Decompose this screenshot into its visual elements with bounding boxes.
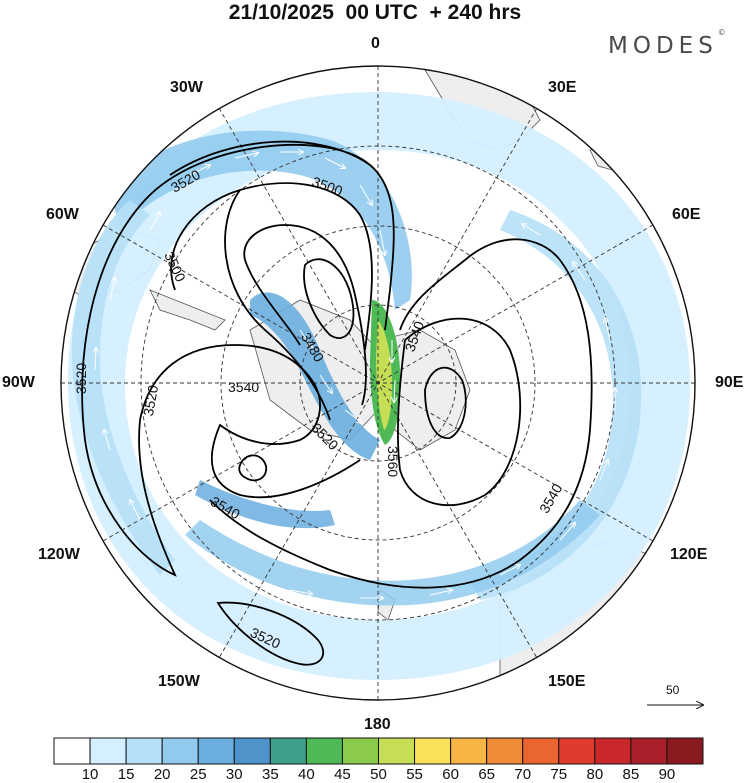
lon-label-180: 180	[364, 716, 391, 733]
colorbar-swatch	[233, 737, 271, 765]
lon-label-150e: 150E	[548, 673, 586, 690]
colorbar-tick-label: 10	[81, 766, 99, 783]
contour-3480	[243, 224, 367, 406]
colorbar-tick-label: 85	[622, 766, 640, 783]
graticule	[61, 66, 695, 700]
contour-3540-east	[209, 238, 593, 589]
wind-band-east-arc	[470, 210, 642, 600]
colorbar-tick-label: 30	[225, 766, 243, 783]
lon-label-0: 0	[371, 35, 380, 52]
lon-label-30e: 30E	[548, 79, 577, 96]
colorbar	[53, 737, 704, 765]
colorbar-swatch	[594, 737, 632, 765]
lon-label-120w: 120W	[38, 546, 80, 563]
peninsula-land	[149, 289, 226, 331]
colorbar-tick-label: 75	[550, 766, 568, 783]
colorbar-swatch	[522, 737, 560, 765]
lon-label-60w: 60W	[46, 206, 79, 223]
colorbar-swatch	[89, 737, 127, 765]
colorbar-swatch	[666, 737, 704, 765]
colorbar-swatch	[341, 737, 380, 765]
colorbar-swatch	[486, 737, 524, 765]
brand-logo: MODES©	[608, 28, 726, 59]
colorbar-tick-label: 70	[514, 766, 532, 783]
colorbar-tick-label: 80	[586, 766, 604, 783]
wind-core-trough	[250, 292, 380, 460]
colorbar-tick-label: 90	[658, 766, 676, 783]
contour-label: 3540	[228, 379, 259, 395]
lon-label-90e: 90E	[715, 374, 744, 391]
height-contours	[81, 140, 593, 666]
wind-band-west-arc	[71, 200, 175, 575]
contour-3540-inner	[424, 366, 467, 439]
lon-label-120e: 120E	[670, 546, 708, 563]
colorbar-tick-label: 55	[406, 766, 423, 783]
colorbar-tick-label: 45	[334, 766, 351, 783]
colorbar-tick-label: 15	[117, 766, 135, 783]
wind-vectors	[95, 152, 615, 598]
colorbar-swatch	[269, 737, 307, 765]
colorbar-swatch	[558, 737, 596, 765]
wind-speed-shading	[67, 92, 691, 680]
colorbar-swatch	[630, 737, 668, 765]
contour-3520-small	[238, 454, 268, 482]
map-boundary	[60, 65, 696, 701]
colorbar-swatch	[125, 737, 163, 765]
contour-label: 3520	[140, 384, 161, 418]
lon-label-90w: 90W	[2, 374, 35, 391]
colorbar-tick-label: 20	[153, 766, 171, 783]
map-title: 21/10/2025 00 UTC + 240 hrs	[228, 1, 522, 24]
colorbar-swatch	[161, 737, 199, 765]
colorbar-tick-label: 35	[261, 766, 279, 783]
colorbar-tick-label: 60	[442, 766, 459, 783]
brand-name: MODES	[608, 33, 718, 59]
reference-vector-label: 50	[666, 683, 680, 697]
contour-3560-right	[397, 317, 521, 507]
contour-label: 3560	[385, 446, 401, 477]
contour-3540-west	[139, 344, 361, 499]
colorbar-swatch	[305, 737, 343, 765]
lon-label-60e: 60E	[672, 206, 701, 223]
colorbar-swatch	[197, 737, 235, 765]
colorbar-swatch	[414, 737, 452, 765]
wind-core-max-inner	[376, 320, 392, 430]
colorbar-tick-label: 40	[298, 766, 315, 783]
map-disk: 3520 3500 3500 3540 3520 3480 3520 3540 …	[61, 66, 695, 700]
colorbar-tick-label: 65	[478, 766, 495, 783]
colorbar-swatch	[378, 737, 416, 765]
contour-3520-south	[216, 601, 324, 666]
colorbar-swatch	[450, 737, 488, 765]
colorbar-tick-label: 25	[189, 766, 207, 783]
lon-label-150w: 150W	[158, 673, 200, 690]
colorbar-tick-label: 50	[370, 766, 387, 783]
lon-label-30w: 30W	[170, 79, 203, 96]
contour-3480-cutoff	[303, 258, 355, 339]
contour-label: 3520	[73, 363, 89, 394]
contour-3520-outer	[81, 140, 395, 577]
wind-band-upper-jet	[110, 130, 412, 310]
wind-band-south-arc	[185, 500, 600, 606]
copyright-mark: ©	[717, 28, 726, 38]
wind-core-south	[195, 480, 335, 529]
colorbar-swatch	[53, 737, 91, 765]
